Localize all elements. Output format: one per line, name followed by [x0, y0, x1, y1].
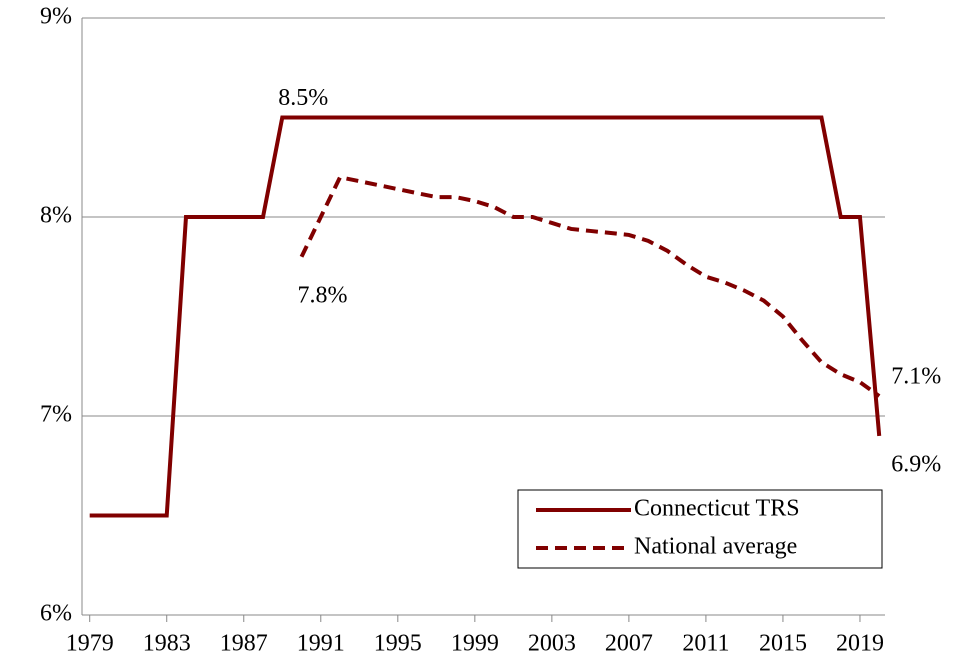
x-tick-label: 1979 — [66, 631, 114, 657]
y-tick-label: 7% — [40, 402, 72, 428]
data-label: 8.5% — [278, 85, 328, 111]
x-tick-label: 1995 — [374, 631, 422, 657]
series-line — [299, 174, 881, 398]
x-tick-label: 1999 — [451, 631, 499, 657]
legend-box — [517, 489, 883, 569]
x-tick-label: 1983 — [143, 631, 191, 657]
x-tick-label: 2015 — [759, 631, 807, 657]
series-line — [89, 115, 882, 518]
y-tick-label: 6% — [40, 601, 72, 627]
x-tick-label: 1991 — [297, 631, 345, 657]
x-tick-label: 2007 — [605, 631, 653, 657]
data-label: 7.1% — [891, 364, 941, 390]
x-tick-label: 1987 — [220, 631, 268, 657]
legend-label: Connecticut TRS — [634, 496, 800, 522]
data-label: 6.9% — [891, 451, 941, 477]
y-tick-label: 8% — [40, 203, 72, 229]
data-label: 7.8% — [298, 282, 348, 308]
x-tick-label: 2011 — [682, 631, 729, 657]
legend-label: National average — [634, 534, 797, 560]
y-tick-label: 9% — [40, 4, 72, 30]
x-tick-label: 2003 — [528, 631, 576, 657]
x-tick-label: 2019 — [836, 631, 884, 657]
